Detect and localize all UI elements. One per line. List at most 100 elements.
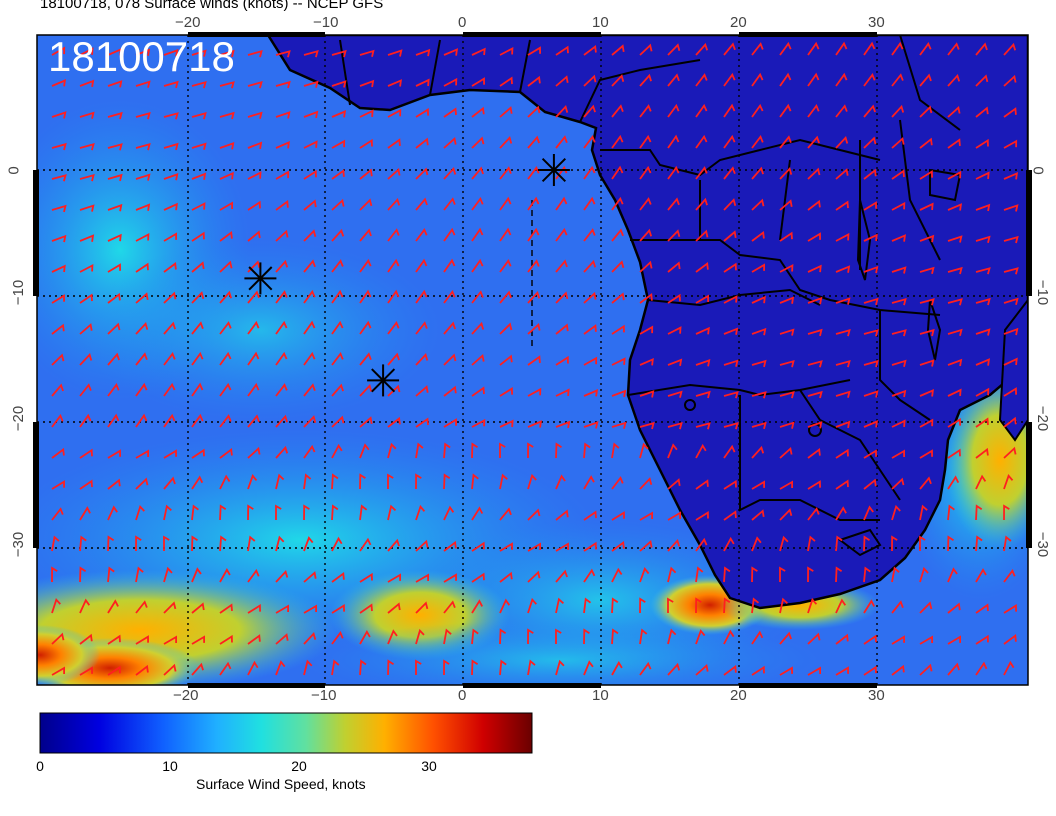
wind-barb: [723, 72, 736, 87]
wind-barb: [1003, 604, 1017, 614]
wind-barb: [359, 384, 373, 397]
wind-barb: [107, 322, 121, 335]
map-gridlines: [37, 35, 1028, 685]
wind-barb: [191, 142, 207, 150]
wind-barb: [695, 197, 708, 211]
wind-barb: [723, 510, 737, 521]
wind-barb: [919, 535, 926, 551]
wind-barb: [499, 259, 512, 273]
lon-tick-bottom: 20: [730, 687, 747, 704]
wind-barb: [163, 663, 177, 676]
wind-barb: [555, 105, 569, 118]
wind-barb: [135, 143, 151, 151]
wind-barb: [527, 473, 537, 490]
wind-barb: [359, 629, 371, 645]
wind-barb: [1003, 535, 1012, 552]
wind-barb: [219, 474, 231, 490]
wind-barb: [247, 200, 261, 211]
wind-barb: [51, 323, 65, 335]
wind-barb: [695, 326, 710, 335]
wind-barb: [471, 197, 484, 211]
wind-barb: [835, 297, 851, 305]
wind-barb: [695, 597, 702, 614]
wind-barb: [51, 414, 64, 428]
wind-barb: [611, 421, 627, 429]
wind-barb: [163, 601, 177, 614]
wind-barb: [79, 479, 93, 490]
wind-barb: [163, 449, 177, 459]
wind-barb: [303, 259, 316, 273]
wind-barb: [555, 196, 568, 211]
wind-barb: [807, 199, 821, 211]
wind-barb: [359, 168, 373, 180]
wind-barb: [275, 570, 289, 583]
wind-barb: [695, 479, 709, 490]
wind-barb: [975, 235, 991, 244]
wind-barb: [303, 604, 317, 614]
wind-barb: [919, 202, 934, 211]
wind-barb: [583, 324, 597, 335]
wind-barb: [919, 42, 932, 56]
wind-barb: [471, 386, 485, 397]
wind-barb: [863, 505, 874, 521]
wind-barb: [975, 661, 988, 676]
wind-barb: [135, 413, 148, 428]
wind-barb: [555, 135, 568, 149]
wind-barb: [191, 81, 207, 89]
wind-barb: [611, 628, 619, 645]
wind-barb: [443, 48, 458, 56]
wind-barb: [387, 197, 401, 211]
wind-barb: [415, 659, 422, 675]
wind-barb: [51, 174, 67, 182]
wind-barb: [639, 293, 653, 304]
wind-barb: [51, 294, 65, 304]
wind-barb: [667, 165, 680, 180]
wind-barb: [471, 166, 484, 180]
wind-barb: [639, 511, 653, 521]
wind-barb: [191, 291, 205, 304]
wind-barb: [723, 327, 739, 335]
wind-barb: [275, 604, 289, 614]
wind-barb: [891, 664, 905, 676]
wind-barb: [527, 46, 541, 56]
wind-barb: [331, 80, 347, 88]
madagascar-landmass: [998, 298, 1028, 442]
wind-barb: [219, 321, 232, 335]
page-title: 18100718, 078 Surface winds (knots) -- N…: [40, 0, 384, 12]
wind-barb: [527, 259, 540, 273]
lon-tick-bottom: 30: [868, 687, 885, 704]
storm-marker-2: [244, 262, 277, 295]
wind-barb: [919, 504, 928, 521]
wind-barb: [639, 228, 653, 242]
wind-barb: [191, 321, 204, 335]
wind-barb: [359, 659, 367, 676]
wind-barb: [51, 142, 67, 151]
wind-barb: [163, 291, 177, 304]
wind-barb: [219, 661, 232, 676]
wind-barb: [751, 230, 765, 242]
wind-barb: [583, 259, 597, 273]
wind-barb: [415, 197, 428, 211]
wind-barb: [51, 383, 64, 397]
wind-barb: [975, 267, 991, 275]
wind-barb: [135, 112, 151, 120]
wind-barb: [471, 473, 479, 490]
wind-barb: [303, 50, 319, 58]
wind-barb: [667, 662, 681, 676]
wind-barb: [919, 328, 935, 337]
wind-barb: [751, 566, 758, 583]
wind-barb: [135, 566, 144, 583]
wind-barb: [499, 507, 512, 521]
lat-tick-left: −10: [10, 279, 28, 306]
wind-barb: [471, 290, 484, 304]
wind-barb: [835, 168, 849, 180]
wind-barb: [247, 535, 256, 552]
wind-barb: [891, 201, 906, 211]
wind-barb: [135, 600, 148, 614]
wind-barb: [975, 447, 989, 459]
wind-barb: [471, 106, 485, 118]
wind-barb: [107, 143, 123, 151]
wind-barb: [919, 234, 935, 243]
wind-barb: [303, 632, 317, 645]
wind-barb: [303, 140, 318, 149]
